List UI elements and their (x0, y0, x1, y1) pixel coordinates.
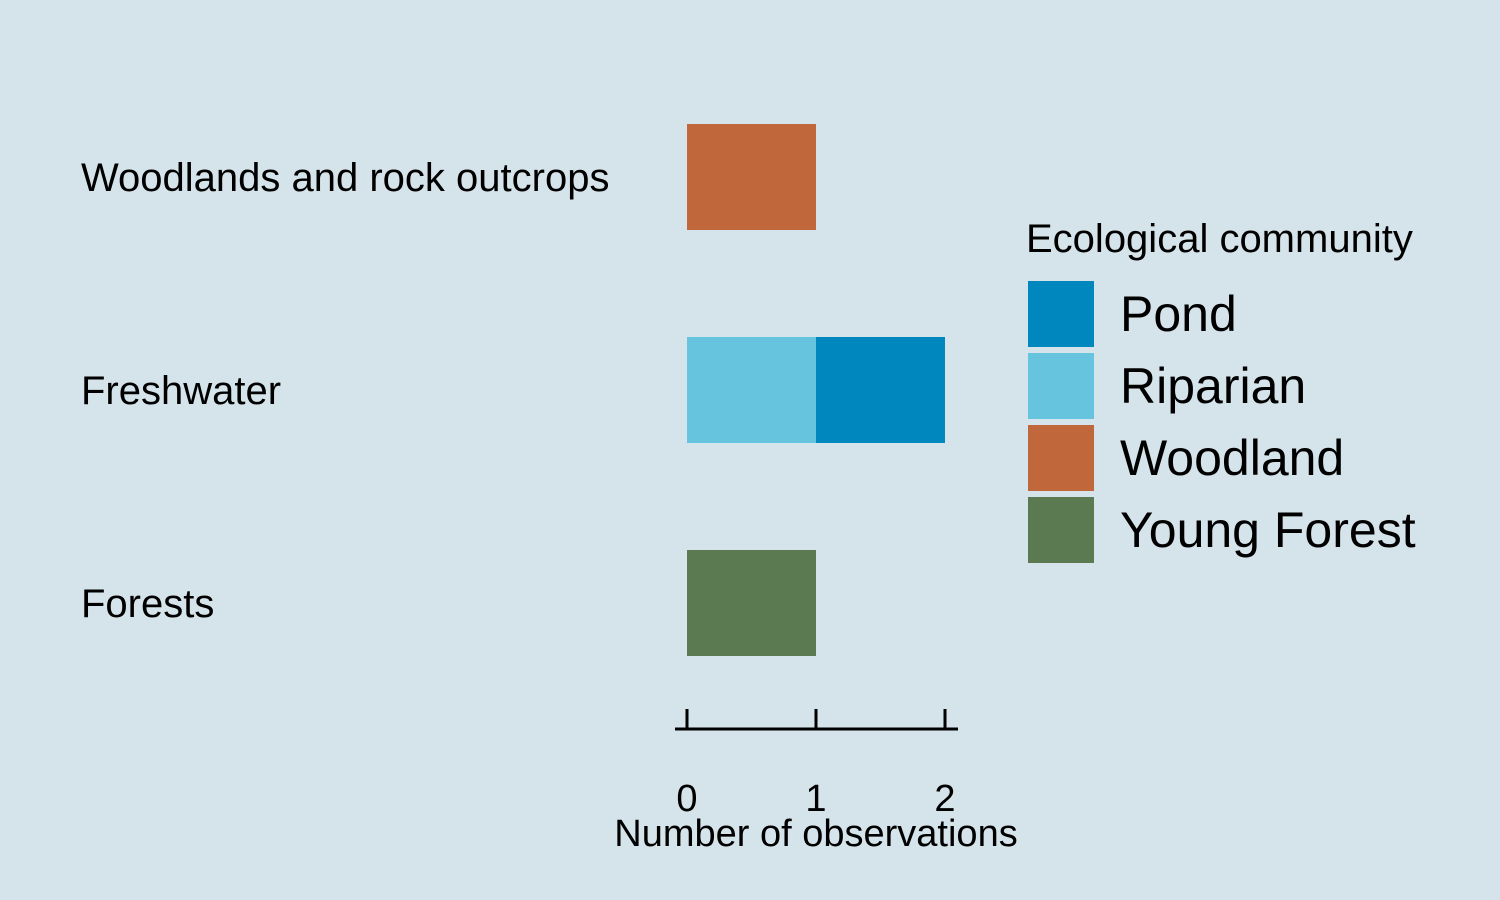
legend-title: Ecological community (1026, 217, 1413, 261)
bar-riparian (687, 337, 816, 443)
legend-swatch (1028, 497, 1094, 563)
bar-woodland (687, 124, 816, 230)
legend-label: Woodland (1120, 430, 1345, 486)
category-labels: Woodlands and rock outcrops Freshwater For… (81, 156, 609, 626)
category-label: Forests (81, 582, 214, 626)
x-tick-label: 1 (805, 778, 826, 820)
legend-item: Young Forest (1028, 494, 1468, 566)
legend-label: Riparian (1120, 358, 1307, 414)
x-tick-label: 2 (934, 778, 955, 820)
legend-items: Pond Riparian Woodland Young Forest (1028, 278, 1468, 566)
category-label: Woodlands and rock outcrops (81, 156, 609, 200)
legend-swatch (1028, 353, 1094, 419)
legend-label: Young Forest (1120, 502, 1416, 558)
bar-young-forest (687, 550, 816, 656)
x-axis-title: Number of observations (614, 813, 1017, 855)
legend-item: Riparian (1028, 350, 1468, 422)
legend-swatch (1028, 281, 1094, 347)
bars (687, 124, 945, 656)
legend-item: Pond (1028, 278, 1468, 350)
x-axis: 0 1 2 (675, 709, 958, 820)
x-tick-label: 0 (676, 778, 697, 820)
legend-swatch (1028, 425, 1094, 491)
bar-pond (816, 337, 945, 443)
legend: Ecological community Pond Riparian Woodlan… (1026, 214, 1468, 566)
category-label: Freshwater (81, 369, 281, 413)
legend-item: Woodland (1028, 422, 1468, 494)
legend-label: Pond (1120, 286, 1237, 342)
